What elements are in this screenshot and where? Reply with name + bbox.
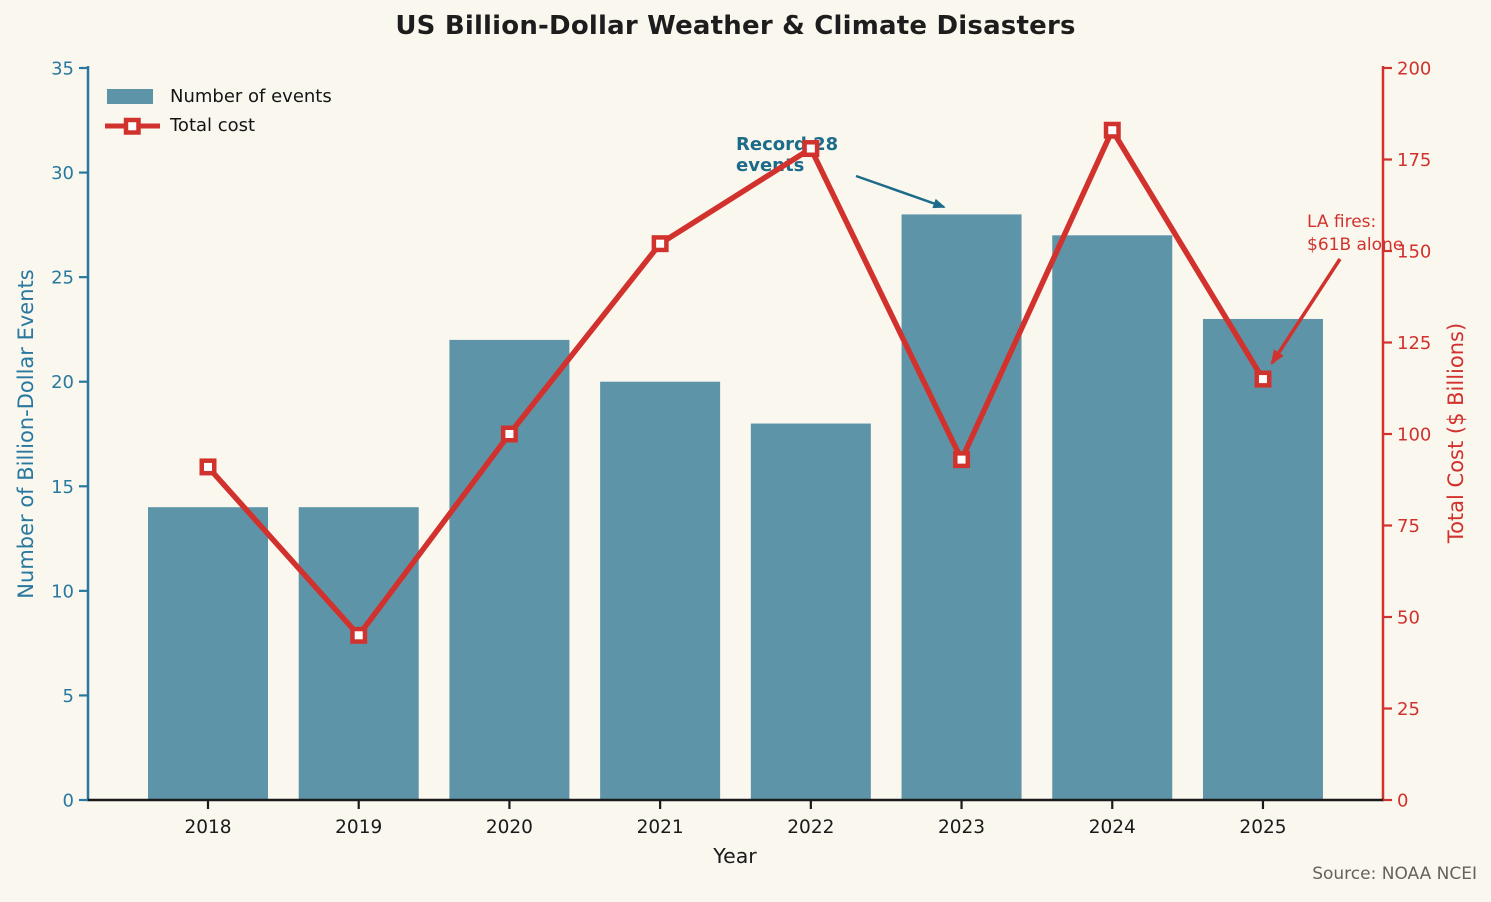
bar-2023	[901, 214, 1022, 800]
legend-bar-label: Number of events	[170, 86, 332, 107]
bar-2022	[750, 423, 871, 800]
legend-line-swatch-icon	[105, 117, 160, 135]
marker-2021	[651, 235, 669, 253]
y-left-tick-label: 35	[51, 59, 74, 80]
y-right-tick-label: 25	[1397, 699, 1420, 720]
marker-2018	[199, 458, 217, 476]
x-tick-label-2022: 2022	[787, 817, 834, 838]
marker-2019	[350, 626, 368, 644]
bar-2025	[1202, 318, 1323, 800]
y-right-tick-label: 200	[1397, 59, 1431, 80]
bar-2018	[148, 507, 268, 800]
y-right-tick-label: 75	[1397, 516, 1420, 537]
source-credit: Source: NOAA NCEI	[1312, 864, 1477, 884]
y-left-tick-label: 5	[63, 686, 74, 707]
legend-bar-swatch-icon	[107, 89, 153, 104]
bar-2021	[600, 381, 721, 800]
x-tick-label-2019: 2019	[335, 817, 382, 838]
bar-2024	[1052, 235, 1173, 801]
y-right-tick-label: 50	[1397, 608, 1420, 629]
y-right-tick-label: 175	[1397, 150, 1431, 171]
marker-2023	[953, 451, 971, 469]
legend: Number of events Total cost	[104, 82, 332, 140]
bar-2020	[449, 339, 570, 800]
y-left-tick-label: 25	[51, 268, 74, 289]
y-right-tick-label: 125	[1397, 333, 1431, 354]
marker-2022	[802, 140, 820, 158]
marker-2024	[1103, 121, 1121, 139]
y-right-tick-label: 100	[1397, 425, 1431, 446]
x-tick-label-2025: 2025	[1239, 817, 1286, 838]
y-left-tick-label: 30	[51, 163, 74, 184]
la-fires-annotation-arrow	[1270, 258, 1342, 365]
x-axis-title: Year	[713, 844, 757, 868]
y-left-tick-label: 10	[51, 581, 74, 602]
legend-row-events: Number of events	[104, 82, 332, 111]
legend-line-label: Total cost	[170, 115, 256, 136]
marker-2025	[1254, 370, 1272, 388]
annotation-la-line1: LA fires:	[1307, 212, 1377, 232]
y-left-tick-label: 20	[51, 372, 74, 393]
x-tick-label-2020: 2020	[486, 817, 533, 838]
marker-2020	[500, 425, 518, 443]
y-left-tick-label: 0	[63, 791, 74, 812]
x-tick-label-2018: 2018	[184, 817, 231, 838]
x-tick-label-2024: 2024	[1089, 817, 1136, 838]
annotation-la-line2: $61B alone	[1307, 235, 1404, 255]
y-right-tick-label: 150	[1397, 242, 1431, 263]
legend-row-cost: Total cost	[104, 111, 332, 140]
x-tick-label-2023: 2023	[938, 817, 985, 838]
y-left-tick-label: 15	[51, 477, 74, 498]
chart-title: US Billion-Dollar Weather & Climate Disa…	[395, 11, 1076, 41]
record-annotation-arrow	[855, 174, 946, 209]
bar-2019	[298, 507, 419, 800]
x-tick-label-2021: 2021	[637, 817, 684, 838]
y-right-tick-label: 0	[1397, 791, 1408, 812]
total-cost-line	[205, 127, 1266, 639]
annotation-la-fires: LA fires: $61B alone	[1307, 211, 1403, 257]
